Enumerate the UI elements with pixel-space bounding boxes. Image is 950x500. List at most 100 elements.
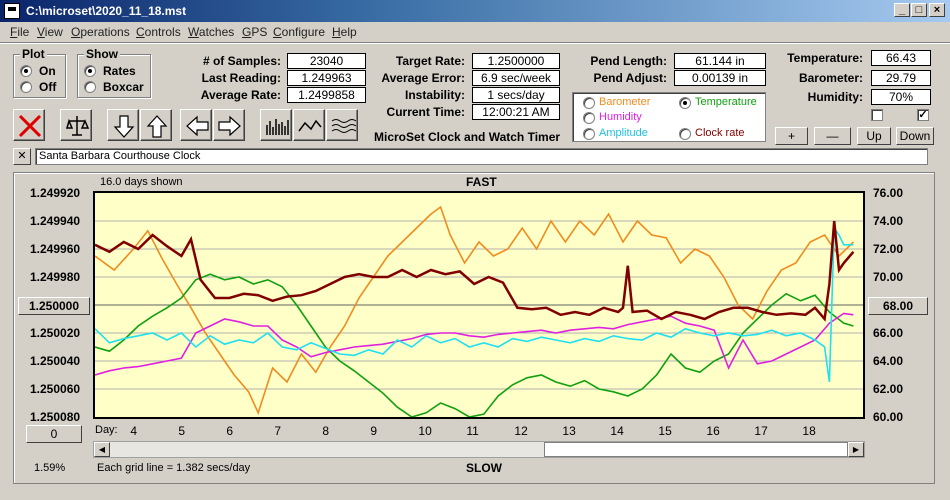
scroll-right-arrow[interactable]: ▶ (848, 442, 864, 457)
line-view-button[interactable] (293, 109, 325, 141)
barometer-value: 29.79 (871, 70, 931, 86)
show-boxcar-label: Boxcar (103, 80, 144, 94)
last-reading-label: Last Reading: (201, 71, 281, 85)
menu-watches[interactable]: Watches (188, 25, 235, 39)
show-group: Show Rates Boxcar (77, 47, 151, 98)
show-rates-radio[interactable] (84, 65, 96, 77)
y-left-tick-label: 1.249920 (30, 186, 81, 200)
horizontal-scrollbar[interactable]: ◀ ▶ (93, 441, 865, 458)
average-error-label: Average Error: (381, 71, 465, 85)
x-tick-label: 7 (274, 424, 282, 438)
menu-configure[interactable]: Configure (273, 25, 326, 39)
down-button[interactable]: Down (896, 127, 934, 145)
plot-off-label: Off (39, 80, 57, 94)
temperature-option: Temperature (695, 96, 757, 108)
close-window-button[interactable]: × (929, 3, 945, 17)
y-right-tick-label: 60.00 (873, 410, 904, 424)
menu-controls[interactable]: Controls (136, 25, 181, 39)
maximize-button[interactable]: □ (911, 3, 927, 17)
up-button[interactable]: Up (857, 127, 891, 145)
clear-watch-button[interactable]: ✕ (13, 148, 31, 165)
current-time-label: Current Time: (386, 105, 465, 119)
menu-file[interactable]: File (10, 25, 30, 39)
scrollbar-thumb[interactable] (544, 442, 848, 457)
menu-operations[interactable]: Operations (71, 25, 130, 39)
right-temp-readout[interactable]: 68.00 (868, 297, 928, 315)
menu-separator (0, 42, 950, 44)
scroll-right-button[interactable] (213, 109, 245, 141)
scale-icon (66, 116, 90, 136)
plot-on-label: On (39, 64, 56, 78)
wave-view-button[interactable] (326, 109, 358, 141)
delete-button[interactable] (13, 109, 45, 141)
plot-group: Plot On Off (13, 47, 66, 98)
chart-plot-area (93, 191, 865, 419)
y-right-tick-label: 76.00 (873, 186, 904, 200)
series-humidity (94, 312, 854, 376)
left-rate-readout[interactable]: 1.250000 (18, 297, 90, 315)
menu-view[interactable]: View (37, 25, 63, 39)
plot-group-title: Plot (20, 47, 47, 61)
pend-adjust-label: Pend Adjust: (593, 71, 667, 85)
amplitude-radio[interactable] (583, 128, 595, 140)
y-left-tick-label: 1.250040 (30, 354, 81, 368)
y-left-tick-label: 1.249960 (30, 242, 81, 256)
scroll-left-button[interactable] (180, 109, 212, 141)
barometer-label: Barometer: (798, 71, 863, 85)
plot-on-radio[interactable] (20, 65, 32, 77)
minimize-button[interactable]: _ (894, 3, 910, 17)
show-boxcar-radio[interactable] (84, 81, 96, 93)
left-checkbox[interactable] (871, 109, 883, 121)
pend-length-value: 61.144 in (674, 53, 766, 69)
balance-button[interactable] (60, 109, 92, 141)
plus-button[interactable]: + (775, 127, 808, 145)
zero-button[interactable]: 0 (26, 425, 82, 443)
bars-view-button[interactable] (260, 109, 292, 141)
samples-label: # of Samples: (202, 54, 281, 68)
x-tick-label: 12 (514, 424, 528, 438)
humidity-radio[interactable] (583, 112, 595, 124)
title-bar: C:\microset\2020_11_18.mst _ □ × (0, 0, 950, 22)
y-right-tick-label: 64.00 (873, 354, 904, 368)
series-amplitude (94, 225, 854, 383)
y-left-tick-label: 1.250080 (30, 410, 81, 424)
series-temperature (94, 273, 854, 418)
series-barometer (94, 205, 854, 416)
scroll-down-button[interactable] (107, 109, 139, 141)
plot-off-radio[interactable] (20, 81, 32, 93)
up-arrow-icon (146, 115, 168, 138)
right-arrow-icon (218, 115, 241, 137)
menu-gps[interactable]: GPS (242, 25, 268, 39)
days-shown: 16.0 days shown (100, 176, 183, 188)
show-group-title: Show (84, 47, 120, 61)
humidity-label: Humidity: (807, 90, 863, 104)
x-tick-label: 9 (370, 424, 378, 438)
average-rate-label: Average Rate: (200, 88, 281, 102)
y-left-tick-label: 1.250060 (30, 382, 81, 396)
temperature-label: Temperature: (787, 51, 863, 65)
y-left-tick-label: 1.249980 (30, 270, 81, 284)
x-tick-label: 13 (562, 424, 576, 438)
clockrate-radio[interactable] (679, 128, 691, 140)
x-tick-label: 6 (226, 424, 234, 438)
scroll-left-arrow[interactable]: ◀ (94, 442, 110, 457)
x-tick-label: 5 (178, 424, 186, 438)
watch-name-field[interactable]: Santa Barbara Courthouse Clock (35, 148, 928, 165)
grid-note: Each grid line = 1.382 secs/day (97, 462, 251, 474)
percent-label: 1.59% (34, 462, 66, 474)
barometer-radio[interactable] (583, 97, 595, 109)
scroll-up-button[interactable] (140, 109, 172, 141)
x-tick-label: 16 (706, 424, 720, 438)
x-tick-label: 18 (802, 424, 816, 438)
slow-label: SLOW (466, 461, 502, 475)
app-subtitle: MicroSet Clock and Watch Timer (374, 130, 561, 144)
bar-chart-icon (266, 119, 289, 135)
right-checkbox[interactable]: ✓ (917, 109, 929, 121)
humidity-value: 70% (871, 89, 931, 105)
x-tick-label: 17 (754, 424, 768, 438)
samples-value: 23040 (287, 53, 366, 69)
minus-button[interactable]: — (814, 127, 851, 145)
menu-help[interactable]: Help (332, 25, 357, 39)
show-rates-label: Rates (103, 64, 136, 78)
temperature-radio[interactable] (679, 97, 691, 109)
